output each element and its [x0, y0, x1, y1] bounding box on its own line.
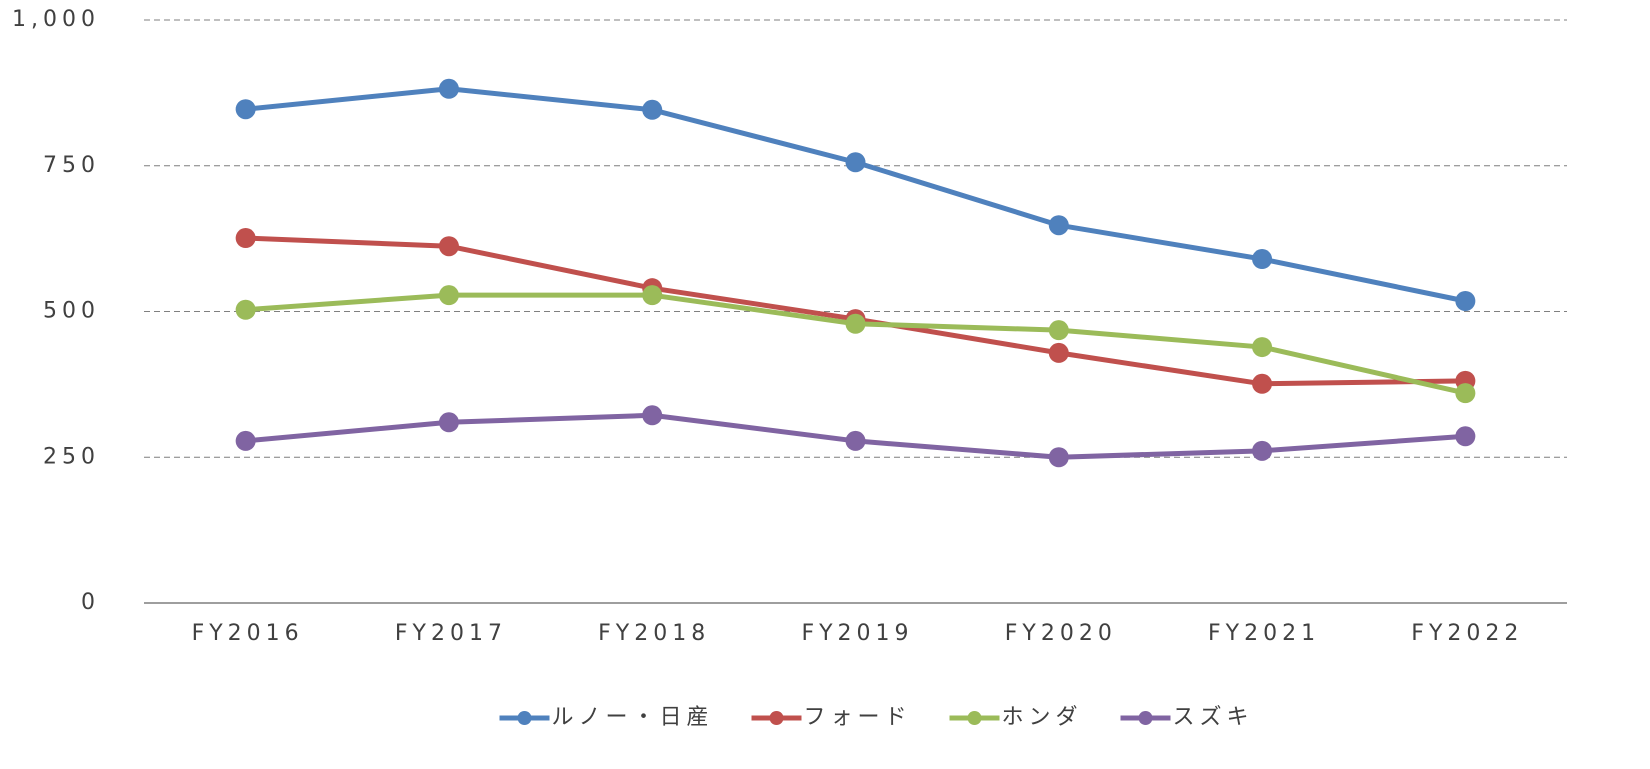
legend-label: ルノー・日産 — [552, 705, 714, 730]
data-point — [235, 299, 256, 320]
data-point — [1048, 215, 1069, 236]
data-point — [845, 313, 866, 334]
data-point — [1252, 337, 1273, 358]
data-point — [438, 285, 459, 306]
legend-label: ホンダ — [1002, 705, 1083, 730]
y-tick-label: 500 — [43, 299, 100, 324]
data-point — [235, 228, 256, 249]
data-point — [438, 236, 459, 257]
y-tick-label: 1,000 — [12, 7, 100, 32]
y-tick-label: 250 — [43, 444, 100, 469]
x-tick-label: FY2022 — [1411, 621, 1523, 646]
data-point — [1252, 373, 1273, 394]
legend-marker — [517, 711, 532, 725]
y-tick-label: 750 — [43, 153, 100, 178]
legend-marker — [769, 711, 784, 725]
data-point — [1455, 383, 1476, 404]
x-tick-label: FY2020 — [1005, 621, 1117, 646]
legend-label: スズキ — [1173, 705, 1254, 730]
data-point — [1048, 447, 1069, 468]
y-tick-label: 0 — [81, 590, 100, 615]
x-tick-label: FY2021 — [1208, 621, 1320, 646]
legend-marker — [1138, 711, 1153, 725]
data-point — [1252, 249, 1273, 270]
data-point — [235, 430, 256, 451]
series-line — [245, 86, 1466, 304]
data-point — [1455, 426, 1476, 447]
legend-label: フォード — [804, 705, 912, 730]
x-tick-label: FY2016 — [192, 621, 304, 646]
data-point — [235, 99, 256, 120]
legend-marker — [967, 711, 982, 725]
data-point — [642, 99, 663, 120]
data-point — [438, 412, 459, 433]
data-point — [845, 430, 866, 451]
x-tick-label: FY2019 — [801, 621, 913, 646]
data-point — [1252, 440, 1273, 461]
data-point — [642, 405, 663, 426]
data-point — [438, 78, 459, 99]
data-point — [642, 285, 663, 306]
x-tick-label: FY2017 — [395, 621, 507, 646]
data-point — [1455, 291, 1476, 312]
data-point — [1048, 342, 1069, 363]
data-point — [845, 152, 866, 173]
x-tick-label: FY2018 — [598, 621, 710, 646]
data-point — [1048, 320, 1069, 341]
